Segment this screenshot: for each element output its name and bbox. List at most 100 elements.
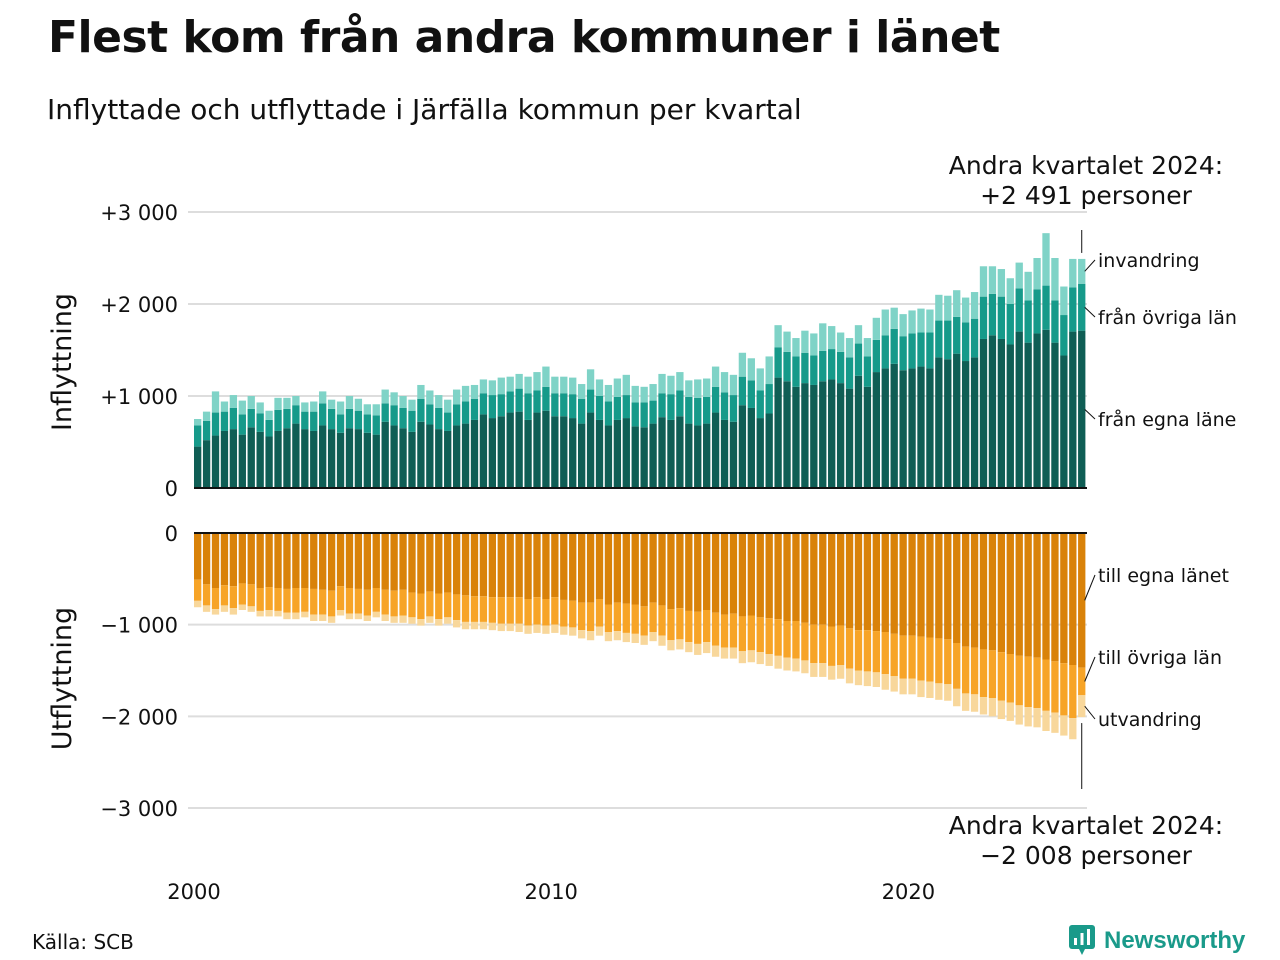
- bar-out-utvandring: [586, 631, 595, 641]
- bar-out-utvandring: [953, 688, 961, 707]
- bar-in-ovriga: [345, 408, 354, 429]
- bar-out-ovriga: [1006, 654, 1014, 703]
- bar-out-egna: [908, 533, 916, 636]
- bar-in-egna: [944, 359, 952, 488]
- bar-out-utvandring: [542, 625, 550, 634]
- bar-in-ovriga: [720, 392, 729, 420]
- bar-out-utvandring: [899, 678, 907, 695]
- bar-out-ovriga: [452, 594, 461, 621]
- bar-in-egna: [774, 377, 782, 488]
- bar-in-ovriga: [631, 402, 639, 427]
- bar-in-ovriga: [310, 411, 318, 431]
- bar-out-egna: [1060, 533, 1068, 664]
- bar-in-invandring: [926, 309, 934, 333]
- bar-in-invandring: [202, 411, 211, 421]
- bar-out-egna: [997, 533, 1006, 653]
- bar-out-egna: [899, 533, 907, 636]
- y-axis-label-inflyttning: Inflyttning: [47, 293, 78, 431]
- bar-out-utvandring: [345, 613, 354, 620]
- bar-in-egna: [970, 357, 979, 488]
- bar-in-invandring: [310, 401, 318, 412]
- bar-out-utvandring: [685, 642, 693, 653]
- y-tick-label: +3 000: [100, 201, 178, 225]
- bar-out-ovriga: [381, 589, 389, 615]
- bar-out-utvandring: [211, 609, 220, 615]
- bar-in-egna: [729, 421, 738, 488]
- bar-out-egna: [372, 533, 380, 588]
- bar-out-utvandring: [265, 610, 273, 617]
- bar-in-ovriga: [488, 395, 497, 419]
- bar-in-egna: [604, 425, 613, 488]
- chart-subtitle: Inflyttade och utflyttade i Järfälla kom…: [47, 93, 802, 126]
- bar-out-ovriga: [890, 633, 898, 676]
- bar-out-egna: [979, 533, 988, 650]
- bar-in-egna: [899, 370, 907, 488]
- series-leader: [1084, 306, 1096, 318]
- bar-in-ovriga: [1042, 285, 1050, 330]
- bar-in-egna: [354, 429, 363, 488]
- bar-out-utvandring: [970, 694, 979, 712]
- bar-in-ovriga: [569, 394, 577, 419]
- bar-out-egna: [488, 533, 497, 598]
- bar-in-invandring: [551, 376, 559, 394]
- bar-in-invandring: [899, 314, 907, 337]
- bar-out-egna: [194, 533, 202, 580]
- bar-out-utvandring: [1024, 707, 1032, 727]
- bar-in-egna: [658, 417, 666, 488]
- bar-out-utvandring: [658, 635, 666, 646]
- bar-in-egna: [783, 381, 791, 488]
- bar-in-egna: [961, 361, 970, 488]
- bar-out-egna: [1042, 533, 1050, 660]
- bar-in-egna: [265, 436, 273, 488]
- bar-in-egna: [247, 427, 255, 488]
- bar-in-egna: [336, 432, 345, 488]
- bar-in-ovriga: [845, 357, 854, 389]
- bar-in-egna: [319, 425, 327, 488]
- bar-out-egna: [301, 533, 309, 588]
- bar-out-ovriga: [488, 597, 497, 623]
- bar-in-ovriga: [1078, 283, 1086, 331]
- bar-in-egna: [426, 424, 434, 488]
- bar-out-egna: [211, 533, 220, 588]
- bar-in-invandring: [319, 391, 327, 404]
- bar-in-invandring: [676, 372, 684, 391]
- source-note: Källa: SCB: [32, 930, 134, 954]
- bar-in-ovriga: [926, 332, 934, 369]
- bar-out-egna: [354, 533, 363, 589]
- bar-in-ovriga: [783, 351, 791, 382]
- bar-in-invandring: [747, 358, 755, 381]
- bar-out-utvandring: [417, 619, 425, 626]
- bar-in-ovriga: [336, 414, 345, 433]
- bar-in-invandring: [327, 399, 336, 409]
- bar-out-ovriga: [836, 625, 845, 665]
- bar-in-egna: [524, 419, 532, 488]
- bar-in-ovriga: [694, 397, 702, 426]
- y-tick-label: 0: [165, 522, 178, 546]
- bar-in-invandring: [452, 389, 461, 405]
- bar-in-ovriga: [435, 407, 443, 430]
- bar-out-egna: [229, 533, 238, 587]
- y-tick-label: 0: [165, 477, 178, 501]
- bar-out-egna: [765, 533, 773, 619]
- bar-in-egna: [917, 366, 925, 488]
- bar-out-utvandring: [828, 665, 836, 680]
- bar-in-egna: [765, 413, 773, 488]
- bar-in-invandring: [711, 366, 720, 387]
- bar-out-egna: [515, 533, 523, 598]
- bar-out-ovriga: [354, 588, 363, 614]
- bar-in-egna: [988, 335, 997, 488]
- bar-in-invandring: [604, 384, 613, 402]
- bar-out-ovriga: [667, 609, 675, 641]
- bar-out-utvandring: [729, 647, 738, 659]
- bar-out-egna: [658, 533, 666, 606]
- bar-out-egna: [819, 533, 827, 625]
- bar-out-utvandring: [640, 635, 648, 645]
- bar-out-egna: [774, 533, 782, 620]
- bar-in-invandring: [1060, 286, 1068, 316]
- bar-in-ovriga: [426, 404, 434, 425]
- bar-out-ovriga: [640, 606, 648, 636]
- bar-in-egna: [399, 428, 407, 488]
- bar-out-egna: [220, 533, 229, 586]
- bar-out-utvandring: [444, 617, 452, 624]
- bar-out-utvandring: [524, 625, 532, 634]
